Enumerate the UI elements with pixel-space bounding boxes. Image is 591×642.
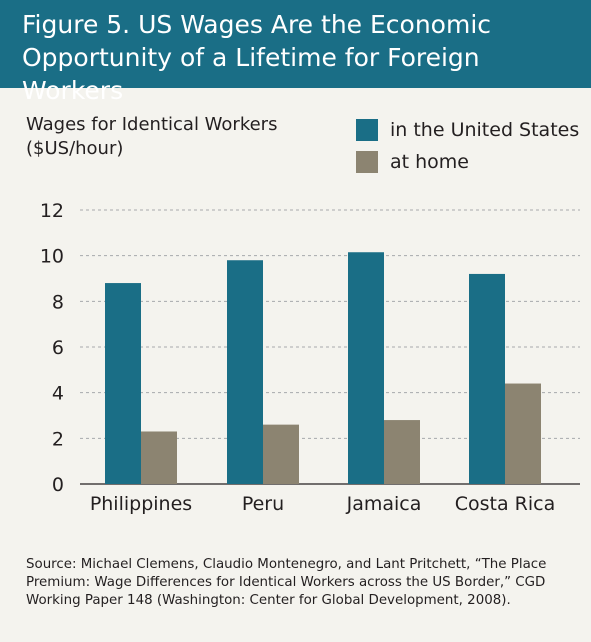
y-tick-label: 10 bbox=[40, 246, 64, 268]
bar-us-philippines bbox=[105, 283, 141, 484]
y-tick-label: 2 bbox=[52, 428, 64, 450]
chart-title-line-1: Figure 5. US Wages Are the Economic bbox=[22, 10, 492, 39]
legend-swatch-home bbox=[356, 151, 378, 173]
y-tick-label: 8 bbox=[52, 291, 64, 313]
bar-us-peru bbox=[227, 260, 263, 484]
legend-item-home: at home bbox=[356, 146, 579, 178]
y-tick-label: 4 bbox=[52, 383, 64, 405]
y-tick-label: 12 bbox=[40, 200, 64, 222]
legend-item-us: in the United States bbox=[356, 114, 579, 146]
chart-title: Figure 5. US Wages Are the Economic Oppo… bbox=[22, 8, 582, 107]
y-tick-labels: 0 2 4 6 8 10 12 bbox=[40, 200, 64, 496]
legend: in the United States at home bbox=[356, 114, 579, 178]
bar-us-jamaica bbox=[348, 252, 384, 484]
x-tick-label: Jamaica bbox=[346, 493, 422, 515]
legend-label-us: in the United States bbox=[390, 119, 580, 141]
bar-home-philippines bbox=[141, 431, 177, 484]
bar-home-peru bbox=[263, 424, 299, 484]
x-tick-label: Costa Rica bbox=[455, 493, 556, 515]
bar-home-jamaica bbox=[384, 420, 420, 484]
x-tick-label: Philippines bbox=[90, 493, 192, 515]
source-note: Source: Michael Clemens, Claudio Montene… bbox=[26, 557, 547, 608]
y-tick-label: 0 bbox=[52, 474, 64, 496]
legend-label-home: at home bbox=[390, 151, 469, 173]
title-band: Figure 5. US Wages Are the Economic Oppo… bbox=[0, 0, 591, 105]
bar-chart: 0 2 4 6 8 10 12 Philippines Peru Jamaica Costa Ri… bbox=[40, 200, 580, 515]
bar-us-costa-rica bbox=[469, 273, 505, 484]
bar-home-costa-rica bbox=[505, 383, 541, 484]
bars bbox=[105, 252, 541, 484]
chart-title-line-2: Opportunity of a Lifetime for Foreign Wo… bbox=[22, 43, 480, 105]
y-axis-label: Wages for Identical Workers ($US/hour) bbox=[26, 114, 278, 159]
legend-swatch-us bbox=[356, 119, 378, 141]
y-tick-label: 6 bbox=[52, 337, 64, 359]
x-tick-labels: Philippines Peru Jamaica Costa Rica bbox=[90, 493, 555, 515]
x-tick-label: Peru bbox=[242, 493, 284, 515]
